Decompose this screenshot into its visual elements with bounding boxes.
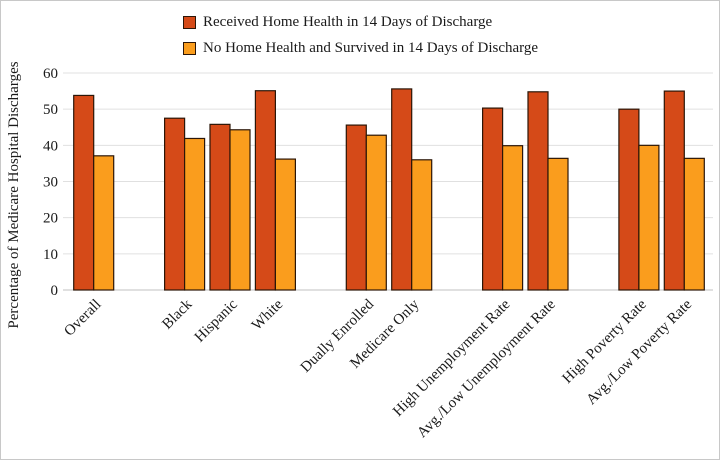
bar-series1-black <box>164 117 186 291</box>
bar-series1-white <box>254 90 276 291</box>
bar-series2-avg-low-unemployment-rate <box>547 157 569 291</box>
legend-swatch-home-health <box>183 16 196 29</box>
legend-swatch-no-home-health <box>183 42 196 55</box>
bar-series1-hispanic <box>209 123 231 291</box>
bar-series2-white <box>274 158 296 291</box>
legend: Received Home Health in 14 Days of Disch… <box>183 12 538 59</box>
y-tick-label: 30 <box>43 175 58 191</box>
bar-series1-high-poverty-rate <box>618 108 640 291</box>
bar-series2-black <box>184 137 206 291</box>
bars-group <box>73 88 705 291</box>
bar-series1-medicare-only <box>391 88 413 291</box>
y-axis-title: Percentage of Medicare Hospital Discharg… <box>6 61 22 328</box>
bar-series2-avg-low-poverty-rate <box>683 157 705 291</box>
y-tick-label: 0 <box>51 283 59 299</box>
x-tick-label: Hispanic <box>192 296 241 345</box>
y-tick-label: 60 <box>43 66 58 82</box>
x-tick-label: Overall <box>61 297 104 340</box>
gridlines-group <box>63 72 713 291</box>
y-tick-label: 20 <box>43 211 58 227</box>
legend-label-no-home-health: No Home Health and Survived in 14 Days o… <box>203 40 539 56</box>
bar-series1-overall <box>73 94 95 291</box>
x-tick-label: White <box>249 296 286 333</box>
legend-item-home-health: Received Home Health in 14 Days of Disch… <box>183 12 538 33</box>
bar-series2-dually-enrolled <box>365 134 387 291</box>
y-tick-label: 50 <box>43 102 58 118</box>
bar-series1-avg-low-unemployment-rate <box>527 91 549 291</box>
bar-series1-avg-low-poverty-rate <box>663 90 685 291</box>
x-tick-label: Black <box>159 296 195 332</box>
bar-series2-high-poverty-rate <box>638 144 660 291</box>
bar-series2-hispanic <box>229 129 251 291</box>
bar-series2-medicare-only <box>411 159 433 291</box>
bar-series1-dually-enrolled <box>345 124 367 291</box>
bar-series2-high-unemployment-rate <box>502 145 524 291</box>
bar-series2-overall <box>93 155 115 291</box>
y-tick-label: 40 <box>43 138 58 154</box>
legend-item-no-home-health: No Home Health and Survived in 14 Days o… <box>183 38 538 59</box>
y-axis-tick-labels: 0 10 20 30 40 50 60 <box>43 66 58 299</box>
y-tick-label: 10 <box>43 247 58 263</box>
legend-label-home-health: Received Home Health in 14 Days of Disch… <box>203 14 493 30</box>
x-tick-label: High Poverty Rate <box>559 296 650 387</box>
bar-series1-high-unemployment-rate <box>482 107 504 291</box>
